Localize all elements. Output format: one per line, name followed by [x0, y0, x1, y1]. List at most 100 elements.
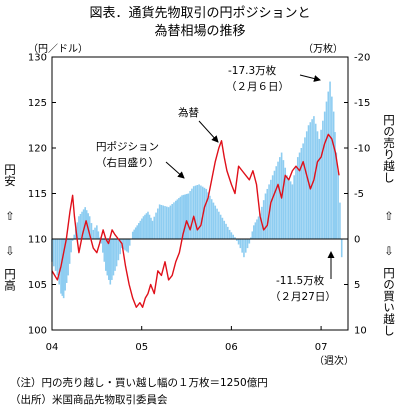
position-bar — [56, 239, 59, 276]
position-bar — [78, 216, 80, 239]
position-bar — [251, 231, 254, 239]
position-bar — [96, 225, 98, 239]
position-bar — [316, 131, 319, 239]
position-bar — [214, 205, 217, 239]
position-bar — [189, 191, 191, 239]
x-tick-label: 06 — [225, 342, 238, 353]
position-bar — [164, 206, 166, 239]
position-bar — [74, 228, 77, 239]
position-bar — [99, 237, 101, 239]
position-bar — [216, 208, 218, 239]
position-bar — [329, 81, 331, 239]
position-bar — [325, 101, 328, 239]
position-bar — [102, 239, 104, 253]
rate-line-layer — [51, 133, 340, 308]
position-bar — [250, 237, 252, 239]
position-bar — [228, 229, 231, 239]
position-bar — [105, 239, 107, 271]
position-bar — [76, 222, 79, 239]
position-bar — [256, 219, 258, 239]
position-bar — [194, 185, 197, 239]
position-bar — [282, 160, 285, 239]
position-bar — [225, 223, 227, 239]
position-bar — [332, 111, 335, 239]
left-side-label-yen-strong: 円高 — [3, 268, 17, 292]
position-bar — [136, 225, 139, 239]
left-tick-label: 105 — [28, 280, 47, 291]
position-bar — [239, 239, 242, 249]
position-bar — [103, 239, 106, 262]
position-bar — [112, 239, 115, 276]
position-bar — [141, 218, 143, 239]
position-bar — [203, 187, 206, 239]
position-bar — [82, 209, 85, 239]
position-bar — [68, 239, 71, 264]
position-bar — [305, 131, 308, 239]
annotation-peak-short-value: -17.3万枚 — [228, 64, 277, 77]
position-bar — [64, 239, 66, 291]
annotation-position-label: 円ポジション （右目盛り） — [96, 141, 185, 179]
position-bar — [178, 198, 180, 239]
right-tick-label: -10 — [354, 144, 370, 155]
position-bar — [296, 157, 299, 239]
position-bar — [230, 232, 233, 239]
position-bar — [284, 167, 287, 239]
position-bar — [122, 239, 125, 250]
position-bar — [97, 231, 100, 239]
position-bar — [234, 237, 236, 239]
annotation-position-text: 円ポジション — [96, 141, 159, 153]
left-tick-label: 115 — [28, 189, 47, 200]
position-bar — [145, 213, 148, 239]
position-bar — [254, 222, 257, 239]
position-bar — [124, 239, 126, 251]
position-bar — [219, 214, 222, 239]
position-bar — [176, 199, 179, 239]
position-bar — [144, 214, 146, 239]
right-side-arrow-down: ⇩ — [384, 244, 394, 258]
position-bar — [128, 239, 131, 246]
note-line-1: （注）円の売り越し・買い越し幅の１万枚＝1250億円 — [10, 376, 268, 389]
position-bar — [88, 216, 91, 239]
position-bar — [71, 239, 74, 241]
position-bar — [67, 239, 69, 276]
position-bar — [106, 239, 109, 276]
left-side-arrow-up: ⇧ — [5, 209, 15, 223]
position-bar — [111, 239, 113, 280]
position-bar — [246, 239, 249, 249]
left-tick-label: 110 — [28, 235, 47, 246]
position-bar — [158, 204, 161, 239]
position-bar — [262, 200, 265, 239]
position-bar — [196, 185, 199, 239]
position-bar — [232, 234, 234, 239]
position-bar — [81, 211, 83, 239]
position-bar — [173, 202, 175, 239]
position-bar — [288, 178, 290, 239]
position-bar — [70, 239, 72, 253]
position-bar — [174, 200, 177, 239]
position-bar — [210, 199, 213, 239]
position-bar — [100, 239, 103, 244]
position-bar — [109, 239, 112, 285]
position-bar — [279, 157, 281, 239]
position-bar — [337, 170, 339, 239]
position-bar — [94, 227, 96, 240]
position-bar — [241, 239, 243, 253]
position-bar — [257, 216, 260, 239]
position-bar — [192, 186, 195, 239]
position-bar — [271, 175, 274, 239]
position-bar — [153, 216, 156, 239]
position-bar — [187, 193, 190, 239]
position-bar — [314, 123, 317, 239]
annotation-position-arrow — [165, 161, 185, 179]
annotation-rate-text: 為替 — [178, 106, 199, 119]
position-bar — [90, 223, 93, 239]
position-bar — [291, 184, 294, 239]
position-bar — [293, 175, 295, 239]
right-side-label-net-long: 円の買い越し — [382, 267, 396, 336]
position-bar — [334, 132, 336, 239]
position-bar — [340, 239, 343, 258]
chart-title-line-2: 為替相場の推移 — [154, 23, 245, 39]
right-tick-label: 5 — [354, 280, 360, 291]
position-bar — [155, 212, 157, 239]
